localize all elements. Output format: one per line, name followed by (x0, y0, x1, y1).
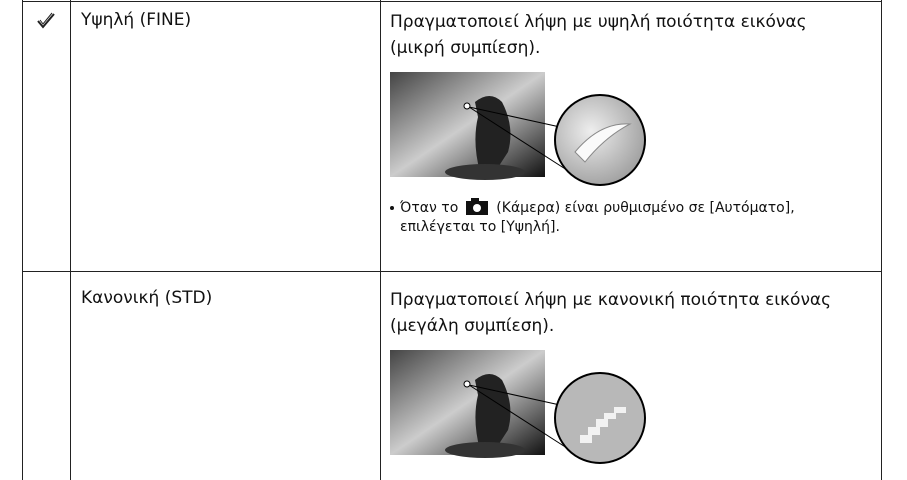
bullet (390, 206, 394, 210)
rule (70, 0, 71, 480)
setting: Υψηλή (FINE) (81, 10, 192, 30)
note-text: Όταν το (400, 200, 459, 216)
note: Όταν το (Κάμερα) είναι ρυθμισμένο σε [Αυτ… (390, 198, 850, 237)
rule (22, 1, 882, 2)
description: Πραγματοποιεί λήψη με κανονική ποιότητα … (390, 290, 832, 336)
camera-icon (466, 198, 489, 215)
check-icon (37, 12, 55, 29)
note-text: (Κάμερα) είναι ρυθμισμένο σε [Αυτόματο],… (400, 200, 795, 235)
rule (881, 0, 882, 480)
rule (380, 0, 381, 480)
rule (22, 271, 882, 272)
description: Πραγματοποιεί λήψη με υψηλή ποιότητα εικ… (390, 12, 807, 58)
sample-image (390, 350, 646, 464)
sample-image (390, 72, 646, 186)
rule (22, 0, 23, 480)
setting: Κανονική (STD) (81, 288, 213, 308)
